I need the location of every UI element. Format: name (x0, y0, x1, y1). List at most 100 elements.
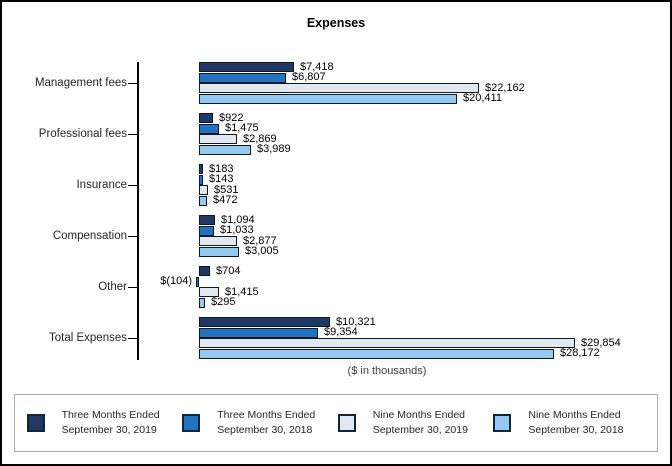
bar (199, 317, 330, 328)
bar (199, 134, 237, 145)
legend-swatch (182, 414, 201, 432)
category-bars: $7,418 $6,807 $22,162 $20,411 (139, 60, 666, 105)
bar (199, 93, 457, 104)
legend-label-line1: Nine Months Ended (528, 408, 621, 421)
bar-value-label: $922 (219, 111, 244, 124)
axis-tick (128, 337, 137, 339)
legend-item: Three Months Ended September 30, 2019 (26, 408, 179, 438)
bar-value-label: $3,989 (257, 143, 291, 156)
bar (199, 144, 251, 155)
bar (199, 236, 237, 247)
bar-value-label: $183 (209, 162, 234, 175)
bar-row: $704 (139, 264, 666, 277)
bar (199, 195, 207, 206)
bar (199, 348, 554, 359)
legend-label: Three Months Ended September 30, 2018 (217, 408, 315, 438)
legend-label-line1: Nine Months Ended (372, 408, 466, 421)
bar-value-label: $2,869 (243, 132, 277, 145)
positive-zone: $7,418 (199, 60, 666, 73)
bar-value-label: $704 (216, 264, 241, 277)
category-group: Professional fees $922 $1,475 $2,869 $3,989 (2, 111, 666, 156)
category-group: Other $704 $(104) $1,415 $295 (2, 264, 666, 308)
category-label: Management fees (34, 77, 127, 89)
category-label: Professional fees (38, 128, 127, 140)
category-group: Insurance $183 $143 $531 $472 (2, 162, 666, 207)
bar (199, 215, 215, 226)
legend-label-line2: September 30, 2018 (528, 424, 624, 436)
bar (199, 174, 203, 185)
bar-value-label: $1,475 (225, 122, 259, 135)
positive-zone: $531 (199, 184, 666, 196)
legend-item: Three Months Ended September 30, 2018 (182, 408, 334, 438)
bar-row: $9,354 (139, 327, 666, 339)
positive-zone: $143 (199, 174, 666, 185)
bar (199, 327, 318, 338)
bar-value-label: $143 (209, 173, 234, 186)
legend-label-line2: September 30, 2019 (372, 424, 468, 436)
positive-zone: $3,005 (199, 246, 666, 257)
category-bars: $10,321 $9,354 $29,854 $28,172 (139, 316, 666, 360)
legend: Three Months Ended September 30, 2019 Thre… (14, 394, 658, 452)
positive-zone: $2,877 (199, 234, 666, 247)
positive-zone: $295 (199, 297, 666, 308)
bar-row: $2,877 (139, 234, 666, 247)
negative-zone: $(104) (139, 276, 199, 287)
bar (199, 266, 210, 277)
positive-zone: $922 (199, 111, 666, 124)
bar (199, 185, 208, 196)
bar-row: $143 (139, 174, 666, 186)
bar-value-label: $1,033 (220, 224, 254, 237)
bar-value-label: $7,418 (300, 60, 334, 73)
category-group: Management fees $7,418 $6,807 $22,162 $20,41… (2, 60, 666, 105)
axis-tick (128, 286, 137, 288)
bar (199, 123, 219, 134)
positive-zone: $20,411 (199, 93, 666, 104)
bar-row: $531 (139, 184, 666, 196)
bar (199, 246, 239, 257)
legend-swatch (493, 414, 512, 432)
legend-label: Nine Months Ended September 30, 2018 (528, 408, 623, 438)
bar-row: $7,418 (139, 60, 666, 73)
bar-value-label: $472 (213, 194, 238, 207)
bar-row: $28,172 (139, 348, 666, 360)
axis-tick (128, 184, 137, 186)
axis-footnote: ($ in thousands) (347, 365, 427, 377)
bar-value-label: $22,162 (485, 81, 525, 94)
bar-row: $1,415 (139, 286, 666, 298)
bar (199, 225, 214, 236)
positive-zone: $6,807 (199, 72, 666, 83)
bar-row: $22,162 (139, 81, 666, 94)
category-label: Other (98, 281, 127, 293)
positive-zone: $1,475 (199, 123, 666, 134)
bar-value-label: $2,877 (243, 234, 277, 247)
bar-row: $20,411 (139, 93, 666, 105)
bar-row: $10,321 (139, 316, 666, 328)
positive-zone: $10,321 (199, 316, 666, 328)
category-bars: $1,094 $1,033 $2,877 $3,005 (139, 213, 666, 257)
bar (199, 72, 286, 83)
category-bars: $922 $1,475 $2,869 $3,989 (139, 111, 666, 156)
bar (199, 338, 575, 349)
bar-row: $922 (139, 111, 666, 124)
bar (199, 164, 203, 175)
legend-label-line2: September 30, 2019 (61, 424, 157, 436)
bar-value-label: $3,005 (245, 245, 279, 258)
positive-zone: $2,869 (199, 132, 666, 145)
bar-row: $1,033 (139, 224, 666, 237)
axis-tick (128, 82, 137, 84)
chart-title: Expenses (306, 16, 366, 30)
bar-value-label: $295 (211, 296, 236, 309)
bar-value-label: $1,094 (221, 213, 255, 226)
category-axis-line (137, 62, 139, 360)
bar-value-label: $20,411 (463, 92, 502, 105)
bar (199, 83, 479, 94)
axis-tick (128, 235, 137, 237)
bar-row: $1,094 (139, 213, 666, 226)
legend-item: Nine Months Ended September 30, 2019 (337, 408, 490, 438)
bar (196, 276, 199, 287)
legend-swatch (26, 414, 45, 432)
category-bars: $704 $(104) $1,415 $295 (139, 264, 666, 308)
bar-row: $183 (139, 162, 666, 175)
bar-row: $2,869 (139, 132, 666, 145)
category-group: Compensation $1,094 $1,033 $2,877 $3,005 (2, 213, 666, 257)
